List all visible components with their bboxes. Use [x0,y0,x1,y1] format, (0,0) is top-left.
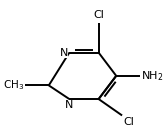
Text: Cl: Cl [93,10,104,20]
Text: Cl: Cl [124,117,134,127]
Text: CH$_3$: CH$_3$ [3,79,24,92]
Text: N: N [65,100,74,110]
Text: NH$_2$: NH$_2$ [141,69,164,83]
Text: N: N [59,48,68,58]
